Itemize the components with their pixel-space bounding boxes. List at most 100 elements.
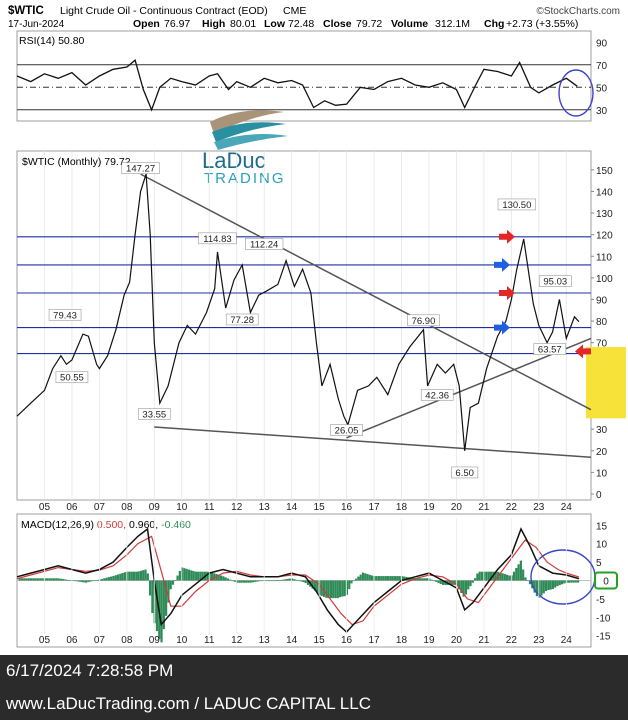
price-label-box xyxy=(497,198,536,211)
macd-x-tick: 24 xyxy=(561,635,573,646)
price-x-tick: 21 xyxy=(478,502,490,513)
macd-histogram-bar xyxy=(421,578,424,581)
macd-histogram-bar xyxy=(34,578,37,581)
macd-histogram-bar xyxy=(261,580,264,582)
macd-histogram-bar xyxy=(494,571,497,581)
macd-histogram-bar xyxy=(501,573,504,581)
macd-histogram-bar xyxy=(460,580,463,593)
macd-histogram-bar xyxy=(167,580,170,603)
macd-x-tick: 23 xyxy=(533,635,545,646)
macd-histogram-bar xyxy=(121,573,124,581)
rsi-title: RSI(14) 50.80 xyxy=(19,35,85,47)
macd-histogram-bar xyxy=(213,573,216,581)
macd-histogram-bar xyxy=(155,580,159,632)
macd-histogram-bar xyxy=(304,580,307,584)
macd-zero-box-label: 0 xyxy=(603,577,609,588)
macd-x-tick: 08 xyxy=(121,635,133,646)
macd-histogram-bar xyxy=(437,580,440,583)
macd-histogram-bar xyxy=(57,578,60,581)
macd-histogram-bar xyxy=(524,577,527,581)
macd-histogram-bar xyxy=(302,580,305,583)
price-x-tick: 08 xyxy=(121,502,133,513)
macd-histogram-bar xyxy=(382,576,385,581)
macd-x-tick: 09 xyxy=(149,635,161,646)
high-label: High xyxy=(202,18,225,30)
macd-histogram-bar xyxy=(435,580,438,582)
macd-x-tick: 11 xyxy=(204,635,215,646)
price-label: 63.57 xyxy=(538,345,562,356)
macd-histogram-bar xyxy=(448,580,452,585)
trendline xyxy=(154,426,592,459)
macd-histogram-bar xyxy=(135,571,138,581)
price-x-tick: 07 xyxy=(94,502,106,513)
macd-histogram-bar xyxy=(100,578,104,581)
macd-histogram-bar xyxy=(151,580,154,614)
macd-histogram-bar xyxy=(66,579,69,581)
price-x-tick: 18 xyxy=(396,502,408,513)
macd-histogram-bar xyxy=(36,578,40,581)
red-arrow-left-icon xyxy=(575,344,591,359)
price-label: 26.05 xyxy=(335,426,359,437)
macd-histogram-bar xyxy=(20,578,24,581)
price-x-tick: 13 xyxy=(259,502,271,513)
logo-text-laduc: LaDuc xyxy=(202,148,266,173)
price-label: 114.83 xyxy=(203,234,231,245)
red-arrow-icon xyxy=(499,229,515,244)
macd-histogram-bar xyxy=(341,580,344,597)
price-label-box xyxy=(138,408,171,420)
macd-histogram-bar xyxy=(556,580,559,587)
macd-histogram-bar xyxy=(96,580,99,581)
macd-histogram-bar xyxy=(194,571,197,581)
price-label: 42.36 xyxy=(425,390,449,401)
price-label: 33.55 xyxy=(142,409,166,420)
macd-histogram-bar xyxy=(574,580,577,583)
macd-histogram-bar xyxy=(457,580,461,590)
macd-histogram-bar xyxy=(199,571,202,581)
price-y-tick: 70 xyxy=(596,339,608,350)
macd-x-tick: 15 xyxy=(314,635,326,646)
macd-histogram-bar xyxy=(425,578,429,581)
macd-histogram-bar xyxy=(364,573,367,581)
price-layer: 0102030405060708090100110120130140150$WT… xyxy=(16,151,626,501)
macd-y-tick: -5 xyxy=(596,595,605,606)
symbol-label: $WTIC xyxy=(8,5,44,17)
price-label-box xyxy=(245,238,284,250)
price-series-line xyxy=(16,173,580,451)
macd-histogram-bar xyxy=(23,578,26,581)
macd-x-tick: 22 xyxy=(506,635,518,646)
rsi-y-tick: 30 xyxy=(596,106,608,117)
macd-histogram-bar xyxy=(334,580,337,599)
x-axis-layer: 05 05 06 06 07 07 08 08 09 09 10 10 11 11 12 12 13 13 14 14… xyxy=(39,502,572,646)
price-label: 95.03 xyxy=(543,277,567,288)
macd-histogram-bar xyxy=(87,580,90,583)
macd-histogram-bar xyxy=(300,580,303,582)
macd-histogram-bar xyxy=(68,580,72,581)
footer-bar: 6/17/2024 7:28:58 PM www.LaDucTrading.co… xyxy=(0,655,628,720)
trendline xyxy=(346,337,592,439)
price-x-tick: 16 xyxy=(341,502,353,513)
price-label-box xyxy=(451,466,479,479)
macd-histogram-bar xyxy=(350,580,353,584)
macd-x-tick: 19 xyxy=(423,635,435,646)
price-label: 50.55 xyxy=(60,373,84,384)
macd-histogram-bar xyxy=(526,580,529,582)
macd-histogram-bar xyxy=(55,578,58,581)
macd-histogram-bar xyxy=(286,578,289,581)
macd-histogram-bar xyxy=(59,578,62,581)
macd-histogram-bar xyxy=(508,575,511,581)
macd-histogram-bar xyxy=(359,574,362,581)
price-y-tick: 20 xyxy=(596,447,608,458)
macd-histogram-bar xyxy=(391,576,394,581)
price-x-tick: 14 xyxy=(286,502,298,513)
blue-arrow-icon xyxy=(494,320,510,335)
macd-histogram-bar xyxy=(503,574,506,581)
price-label-box xyxy=(55,371,89,384)
chg-value: +2.73 (+3.55%) xyxy=(506,18,578,30)
macd-histogram-bar xyxy=(547,580,550,590)
macd-histogram-bar xyxy=(313,580,316,591)
macd-histogram-bar xyxy=(295,579,298,581)
macd-histogram-bar xyxy=(192,571,195,581)
macd-histogram-bar xyxy=(414,578,417,581)
macd-histogram-bar xyxy=(368,574,371,581)
